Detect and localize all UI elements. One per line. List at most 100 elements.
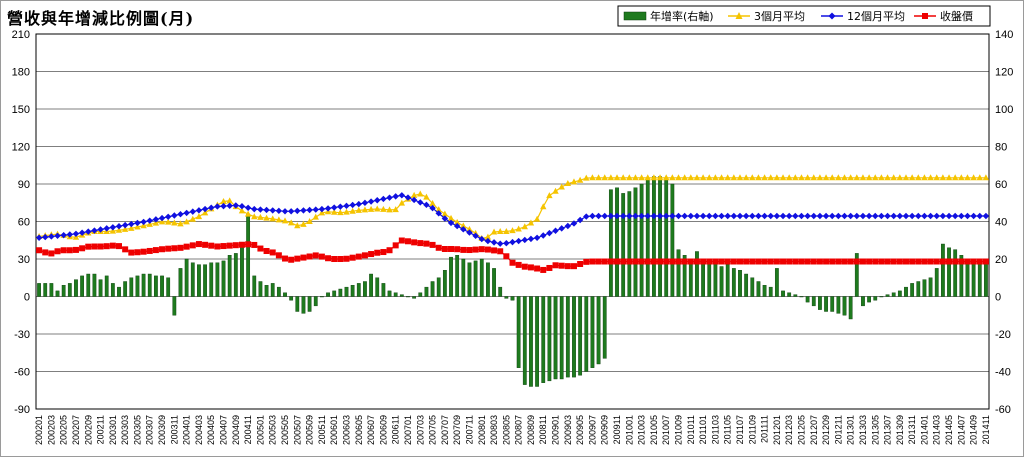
price-point — [638, 258, 645, 265]
price-point — [325, 255, 332, 262]
y-left-tick-label: -90 — [14, 404, 30, 416]
yoy-bar — [688, 258, 693, 297]
price-point — [939, 258, 946, 265]
x-tick-label: 200805 — [501, 415, 511, 445]
yoy-bar — [442, 270, 447, 297]
avg12-point — [552, 227, 559, 234]
avg12-point — [878, 212, 885, 220]
x-tick-label: 200303 — [120, 415, 130, 445]
yoy-bar — [910, 283, 915, 297]
y-right-tick-label: 120 — [995, 67, 1013, 79]
avg3-point — [915, 174, 922, 181]
avg3-point — [171, 219, 178, 226]
x-tick-label: 200205 — [59, 415, 69, 445]
legend-box — [617, 5, 991, 27]
avg12-point — [681, 212, 688, 220]
yoy-bar — [602, 296, 607, 359]
avg3-point — [595, 174, 602, 181]
price-point — [294, 255, 301, 262]
avg12-point — [533, 234, 541, 242]
avg12-point — [724, 212, 731, 220]
price-point — [933, 258, 940, 265]
avg12-point — [521, 236, 528, 244]
avg3-point — [349, 207, 356, 214]
x-tick-label: 200611 — [391, 415, 401, 444]
avg3-point — [706, 174, 713, 181]
x-tick-label: 200905 — [575, 415, 585, 445]
price-point — [368, 251, 375, 258]
avg12-point — [675, 212, 682, 220]
price-point — [804, 258, 811, 265]
yoy-bar — [762, 285, 767, 297]
avg12-point — [158, 214, 166, 222]
x-tick-label: 200901 — [551, 415, 561, 445]
yoy-bar — [639, 183, 644, 297]
avg3-point — [951, 174, 959, 181]
price-point — [269, 249, 276, 256]
avg12-point — [423, 201, 430, 209]
yoy-bar — [320, 296, 324, 298]
avg3-point — [226, 197, 233, 204]
price-point — [472, 246, 479, 253]
avg12-point — [490, 239, 498, 246]
yoy-bar — [510, 296, 515, 301]
avg12-point — [656, 212, 664, 220]
yoy-bar — [399, 294, 404, 297]
avg12-point — [650, 212, 658, 220]
price-point — [66, 247, 73, 254]
avg12-point — [595, 212, 602, 220]
yoy-bar — [215, 262, 220, 297]
avg3-point — [841, 174, 848, 181]
y-left-tick-label: -60 — [14, 367, 30, 379]
price-point — [718, 258, 725, 265]
avg12-point — [669, 212, 676, 220]
yoy-bar — [110, 283, 115, 297]
x-tick-label: 201103 — [710, 415, 720, 444]
avg3-point — [201, 209, 209, 216]
avg3-point — [386, 206, 393, 213]
yoy-bar — [744, 273, 749, 297]
x-tick-label: 201309 — [895, 415, 905, 445]
avg12-point — [361, 199, 369, 207]
avg3-point — [515, 225, 522, 232]
price-point — [620, 258, 627, 265]
price-point — [890, 258, 897, 265]
avg12-point — [822, 212, 830, 220]
yoy-bar — [854, 253, 859, 297]
avg12-point — [576, 216, 584, 224]
avg12-point — [140, 218, 147, 226]
price-point — [632, 258, 639, 265]
yoy-bar — [959, 255, 964, 297]
avg12-point — [859, 212, 867, 220]
yoy-bar — [135, 275, 140, 297]
x-tick-label: 201311 — [907, 415, 917, 444]
avg3-point — [853, 174, 861, 181]
avg12-point — [865, 212, 873, 220]
yoy-bar — [725, 264, 730, 297]
yoy-bar — [289, 296, 294, 301]
yoy-bar — [965, 258, 970, 297]
avg12-point — [214, 203, 221, 210]
price-point — [238, 241, 245, 248]
avg3-point — [453, 218, 461, 225]
x-tick-label: 200311 — [169, 415, 179, 444]
yoy-bar — [971, 260, 976, 297]
price-point — [540, 266, 547, 273]
price-point — [288, 256, 295, 263]
avg12-point — [767, 212, 774, 220]
yoy-bar — [92, 273, 97, 297]
avg12-point — [527, 235, 535, 243]
x-tick-label: 200705 — [428, 415, 438, 445]
yoy-bar — [658, 176, 662, 297]
avg12-point — [558, 225, 565, 232]
avg12-point — [244, 204, 252, 212]
avg3-point — [490, 228, 498, 235]
yoy-bar — [117, 286, 121, 297]
avg12-point — [841, 212, 848, 220]
avg12-point — [761, 212, 768, 220]
avg3-point — [410, 191, 418, 198]
yoy-bar — [430, 281, 435, 297]
yoy-bar — [756, 281, 761, 297]
avg3-point — [675, 174, 682, 181]
